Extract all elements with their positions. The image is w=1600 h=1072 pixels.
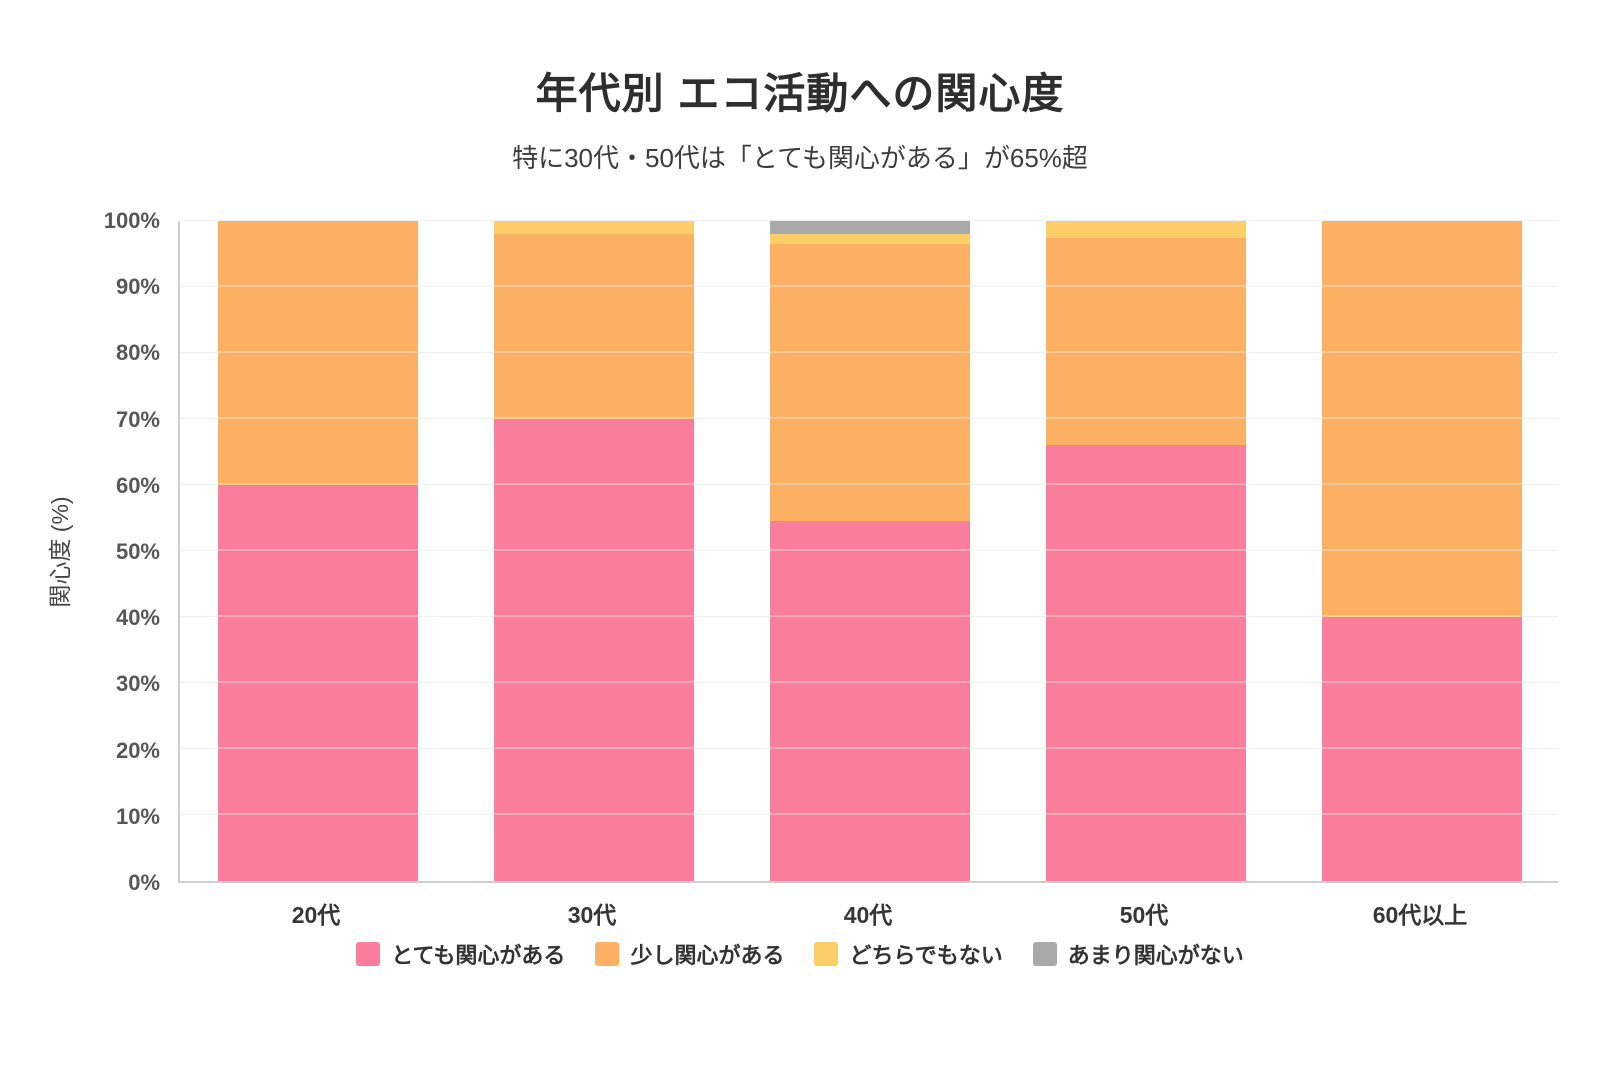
legend-item[interactable]: 少し関心がある [595, 938, 784, 970]
legend-swatch-icon [1032, 942, 1057, 966]
y-tick-label: 90% [115, 274, 160, 300]
y-tick-label: 10% [115, 803, 160, 829]
x-axis-label: 50代 [1119, 902, 1169, 928]
legend-swatch-icon [595, 942, 620, 966]
bar-segment[interactable] [494, 234, 694, 419]
legend-item[interactable]: どちらでもない [814, 938, 1003, 970]
legend-swatch-icon [814, 942, 839, 966]
y-tick-label: 50% [115, 539, 160, 564]
y-tick-label: 80% [115, 340, 160, 366]
chart-title: 年代別 エコ活動への関心度 [535, 70, 1065, 117]
bar-40代 [732, 221, 1008, 881]
bar-segment[interactable] [1322, 221, 1522, 617]
y-tick-label: 60% [115, 472, 160, 498]
y-tick-label: 30% [115, 671, 160, 697]
bar-segment[interactable] [218, 221, 418, 485]
bar-segment[interactable] [1046, 237, 1246, 446]
bar-segment[interactable] [770, 234, 970, 245]
y-tick-label: 70% [115, 406, 160, 432]
legend-item-label: 少し関心がある [630, 943, 785, 968]
bar-segment[interactable] [770, 221, 970, 235]
bar-segment[interactable] [494, 221, 694, 235]
bar-segment[interactable] [770, 244, 970, 522]
y-axis-ticks: 0% 10% 20% 30% 40% 50% 60% 70% 80% 90% 100% [0, 208, 166, 895]
bar-segment[interactable] [218, 485, 418, 881]
y-tick-label: 0% [128, 870, 160, 895]
bar-60代以上 [1284, 221, 1560, 881]
bar-30代 [456, 221, 732, 881]
x-axis-label: 30代 [567, 902, 617, 928]
x-axis-labels: 20代 30代 40代 50代 60代以上 [178, 896, 1558, 930]
legend-item-label: あまり関心がない [1067, 943, 1244, 968]
y-tick-label: 20% [115, 737, 160, 763]
bar-segment[interactable] [1322, 617, 1522, 881]
chart-subtitle: 特に30代・50代は「とても関心がある」が65%超 [512, 143, 1088, 173]
bar-segment[interactable] [770, 521, 970, 881]
legend-item-label: とても関心がある [391, 943, 566, 968]
x-axis-label: 40代 [843, 902, 893, 928]
gridline [180, 220, 1558, 221]
bar-segment[interactable] [494, 419, 694, 881]
y-tick-label: 100% [103, 208, 160, 233]
bar-segment[interactable] [1046, 221, 1246, 238]
x-axis-label: 60代以上 [1372, 902, 1468, 928]
x-axis-label: 20代 [291, 902, 341, 928]
bar-20代 [180, 221, 456, 881]
legend-item[interactable]: とても関心がある [356, 938, 565, 970]
bar-50代 [1008, 221, 1284, 881]
legend-swatch-icon [356, 942, 381, 966]
plot-area [178, 219, 1560, 883]
legend: とても関心がある 少し関心がある どちらでもない あまり関心がない [0, 938, 1600, 970]
y-tick-label: 40% [115, 605, 160, 631]
legend-item[interactable]: あまり関心がない [1032, 938, 1244, 970]
bar-segment[interactable] [1046, 445, 1246, 881]
legend-item-label: どちらでもない [849, 943, 1003, 968]
